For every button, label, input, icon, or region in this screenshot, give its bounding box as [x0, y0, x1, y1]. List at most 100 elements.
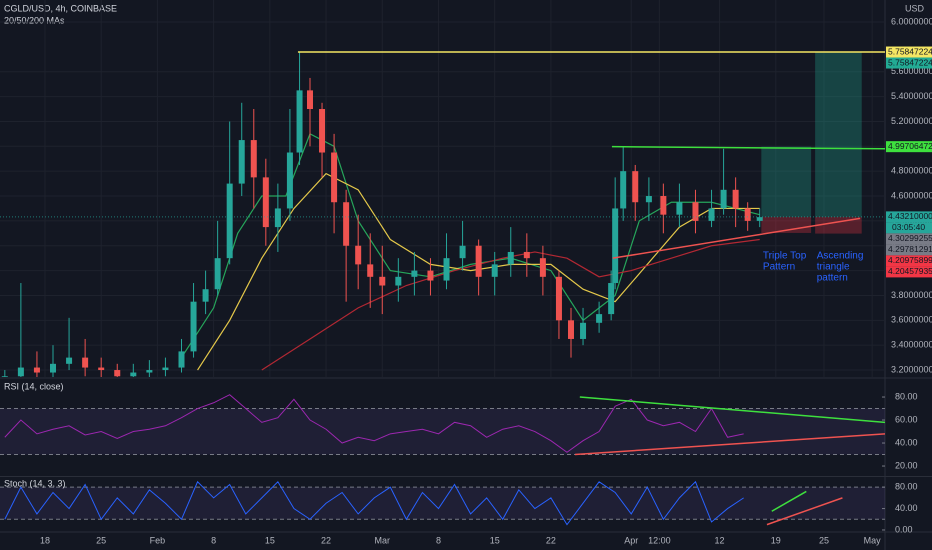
price-label: 4.99706472	[888, 141, 932, 151]
annotation: Triple Top Pattern	[763, 250, 807, 272]
x-tick-label: 18	[40, 535, 50, 545]
price-label: 4.43210000	[888, 211, 932, 221]
symbol: CGLD/USD, 4h, COINBASE	[4, 3, 117, 13]
candle-body	[660, 196, 667, 215]
stoch-pane	[0, 480, 885, 531]
candle-body	[306, 90, 313, 110]
y-tick-label: 3.40000000	[891, 340, 932, 350]
axes: 18 25 Feb 8 15 22 Mar 8 15 22 Apr 12:00 12 19 25 May 3.2…	[40, 16, 932, 545]
stoch-title: Stoch (14, 3, 3)	[4, 478, 66, 488]
candle-body	[114, 370, 121, 377]
candle-body	[756, 217, 763, 221]
y-tick-label: 5.60000000	[891, 66, 932, 76]
price-label: 4.30299255	[888, 233, 932, 243]
y-tick-label: 40.00	[895, 503, 918, 513]
x-tick-label: 25	[819, 535, 829, 545]
candle-body	[202, 289, 209, 302]
price-label: 5.75847224	[888, 57, 932, 67]
price-label-box	[886, 266, 932, 278]
x-tick-label: 19	[771, 535, 781, 545]
x-tick-label: 12	[715, 535, 725, 545]
candle-body	[82, 357, 89, 368]
price-label: 5.75847224	[888, 46, 932, 56]
price-label-box	[886, 141, 932, 153]
price-label-box	[886, 244, 932, 256]
y-tick-label: 80.00	[895, 482, 918, 492]
candle-body	[379, 276, 386, 286]
indicator-line	[4, 394, 744, 453]
candle-body	[319, 109, 326, 153]
x-tick-label: 8	[211, 535, 216, 545]
y-tick-label: 4.80000000	[891, 166, 932, 176]
candle-body	[744, 208, 751, 221]
candle-body	[238, 140, 245, 184]
candle-body	[692, 202, 699, 221]
indicator: 20/50/200 MAs	[4, 15, 65, 25]
candle-body	[146, 370, 153, 373]
annotation-line: Triple Top	[763, 250, 807, 261]
candle-body	[555, 276, 562, 321]
candle-body	[676, 202, 683, 215]
y-tick-label: 3.60000000	[891, 315, 932, 325]
candle-body	[459, 245, 466, 259]
candle-body	[17, 367, 24, 377]
candle-body	[286, 152, 293, 209]
candle-body	[608, 283, 615, 315]
position-stop	[815, 216, 862, 234]
candle-body	[190, 301, 197, 352]
trendline	[766, 497, 843, 526]
x-tick-label: Feb	[150, 535, 166, 545]
y-tick-label: 3.20000000	[891, 364, 932, 374]
candle-body	[507, 251, 514, 265]
annotation-line: pattern	[817, 272, 848, 283]
candle-body	[491, 264, 498, 277]
position-target	[815, 52, 862, 217]
rsi-title: RSI (14, close)	[4, 381, 64, 391]
x-tick-label: Mar	[375, 535, 391, 545]
indicator-line	[4, 480, 744, 526]
candle-body	[427, 270, 434, 281]
candle-body	[612, 208, 619, 284]
candle-body	[66, 357, 73, 364]
candle-body	[539, 258, 546, 277]
trendline	[574, 433, 885, 456]
trendline	[612, 217, 861, 259]
price-label: 4.29781291	[888, 244, 932, 254]
price-label-box	[886, 46, 932, 58]
candle-body	[732, 189, 739, 209]
y-tick-label: 80.00	[895, 391, 918, 401]
main-pane	[0, 0, 885, 377]
x-tick-label: 15	[265, 535, 275, 545]
y-tick-label: 6.00000000	[891, 16, 932, 26]
candle-body	[262, 177, 269, 228]
candle-body	[343, 202, 350, 246]
moving-average	[197, 172, 760, 371]
candle-body	[720, 189, 727, 209]
candle-body	[178, 351, 185, 368]
x-tick-label: 15	[490, 535, 500, 545]
candle-body	[367, 264, 374, 277]
annotation-line: triangle	[817, 261, 850, 272]
candle-body	[443, 258, 450, 281]
x-tick-label: 22	[321, 535, 331, 545]
x-tick-label: 12:00	[648, 535, 671, 545]
annotation: Ascending triangle pattern	[817, 250, 864, 283]
candle-body	[620, 171, 627, 209]
trendline	[579, 396, 885, 424]
candle-body	[226, 183, 233, 259]
y-tick-label: 0.00	[895, 524, 913, 534]
candle-body	[523, 251, 530, 259]
candle-body	[274, 208, 281, 228]
candle-body	[331, 152, 338, 203]
y-tick-label: 3.80000000	[891, 290, 932, 300]
x-tick-label: 22	[546, 535, 556, 545]
y-tick-label: 5.20000000	[891, 116, 932, 126]
price-label-box	[886, 211, 932, 223]
annotation-line: Ascending	[817, 250, 864, 261]
candle-body	[1, 376, 8, 377]
candle-body	[162, 367, 169, 371]
candle-body	[355, 245, 362, 265]
price-label: 4.20457935	[888, 266, 932, 276]
candle-body	[50, 363, 57, 373]
